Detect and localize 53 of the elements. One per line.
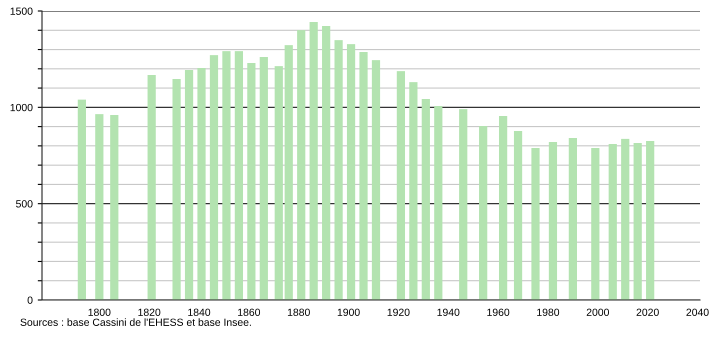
y-tick-label: 1000	[10, 104, 33, 112]
bar	[591, 148, 600, 300]
bar	[148, 74, 156, 300]
x-tick-label: 1900	[338, 308, 360, 316]
bar	[197, 68, 206, 300]
bar	[95, 114, 104, 300]
bar	[322, 26, 330, 300]
bar	[608, 144, 617, 300]
bar	[548, 142, 558, 300]
bar	[498, 116, 508, 300]
x-tick-label: 1820	[138, 308, 160, 316]
bar	[247, 63, 256, 300]
x-tick-label: 1940	[437, 308, 460, 316]
bar	[479, 126, 488, 300]
bar	[434, 106, 442, 300]
y-tick-label: 500	[16, 200, 33, 208]
x-tick-label: 2020	[636, 308, 659, 316]
bar	[210, 55, 218, 300]
y-tick-label: 1500	[10, 8, 33, 15]
x-tick-label: 1880	[288, 308, 310, 316]
bar	[78, 100, 86, 300]
bar	[346, 44, 356, 300]
bar	[172, 79, 181, 300]
x-tick-label: 2040	[686, 308, 709, 316]
bar	[110, 115, 118, 300]
bar	[646, 141, 654, 300]
bar	[234, 51, 244, 300]
x-tick-label: 1980	[537, 308, 560, 316]
bar	[396, 71, 406, 300]
bar	[634, 142, 642, 300]
bar	[222, 51, 231, 300]
x-tick-label: 1960	[487, 308, 510, 316]
x-tick-label: 2000	[586, 308, 609, 316]
bar	[514, 131, 522, 300]
bar	[621, 138, 630, 300]
bar	[531, 148, 540, 300]
x-tick-label: 1920	[388, 308, 410, 316]
bar	[422, 99, 430, 300]
x-tick-label: 1800	[88, 308, 111, 316]
bar	[334, 40, 343, 300]
bar	[184, 70, 194, 300]
bar	[359, 52, 368, 300]
source-note: Sources : base Cassini de l'EHESS et base Insee.	[20, 318, 251, 326]
bar	[568, 138, 577, 300]
bar	[310, 22, 318, 300]
bar	[459, 109, 468, 300]
bar	[297, 30, 306, 300]
x-tick-label: 1840	[188, 308, 210, 316]
bar	[409, 82, 418, 300]
bar	[260, 57, 268, 300]
y-tick-label: 0	[28, 296, 33, 304]
x-tick-label: 1860	[238, 308, 260, 316]
bar	[372, 60, 380, 300]
